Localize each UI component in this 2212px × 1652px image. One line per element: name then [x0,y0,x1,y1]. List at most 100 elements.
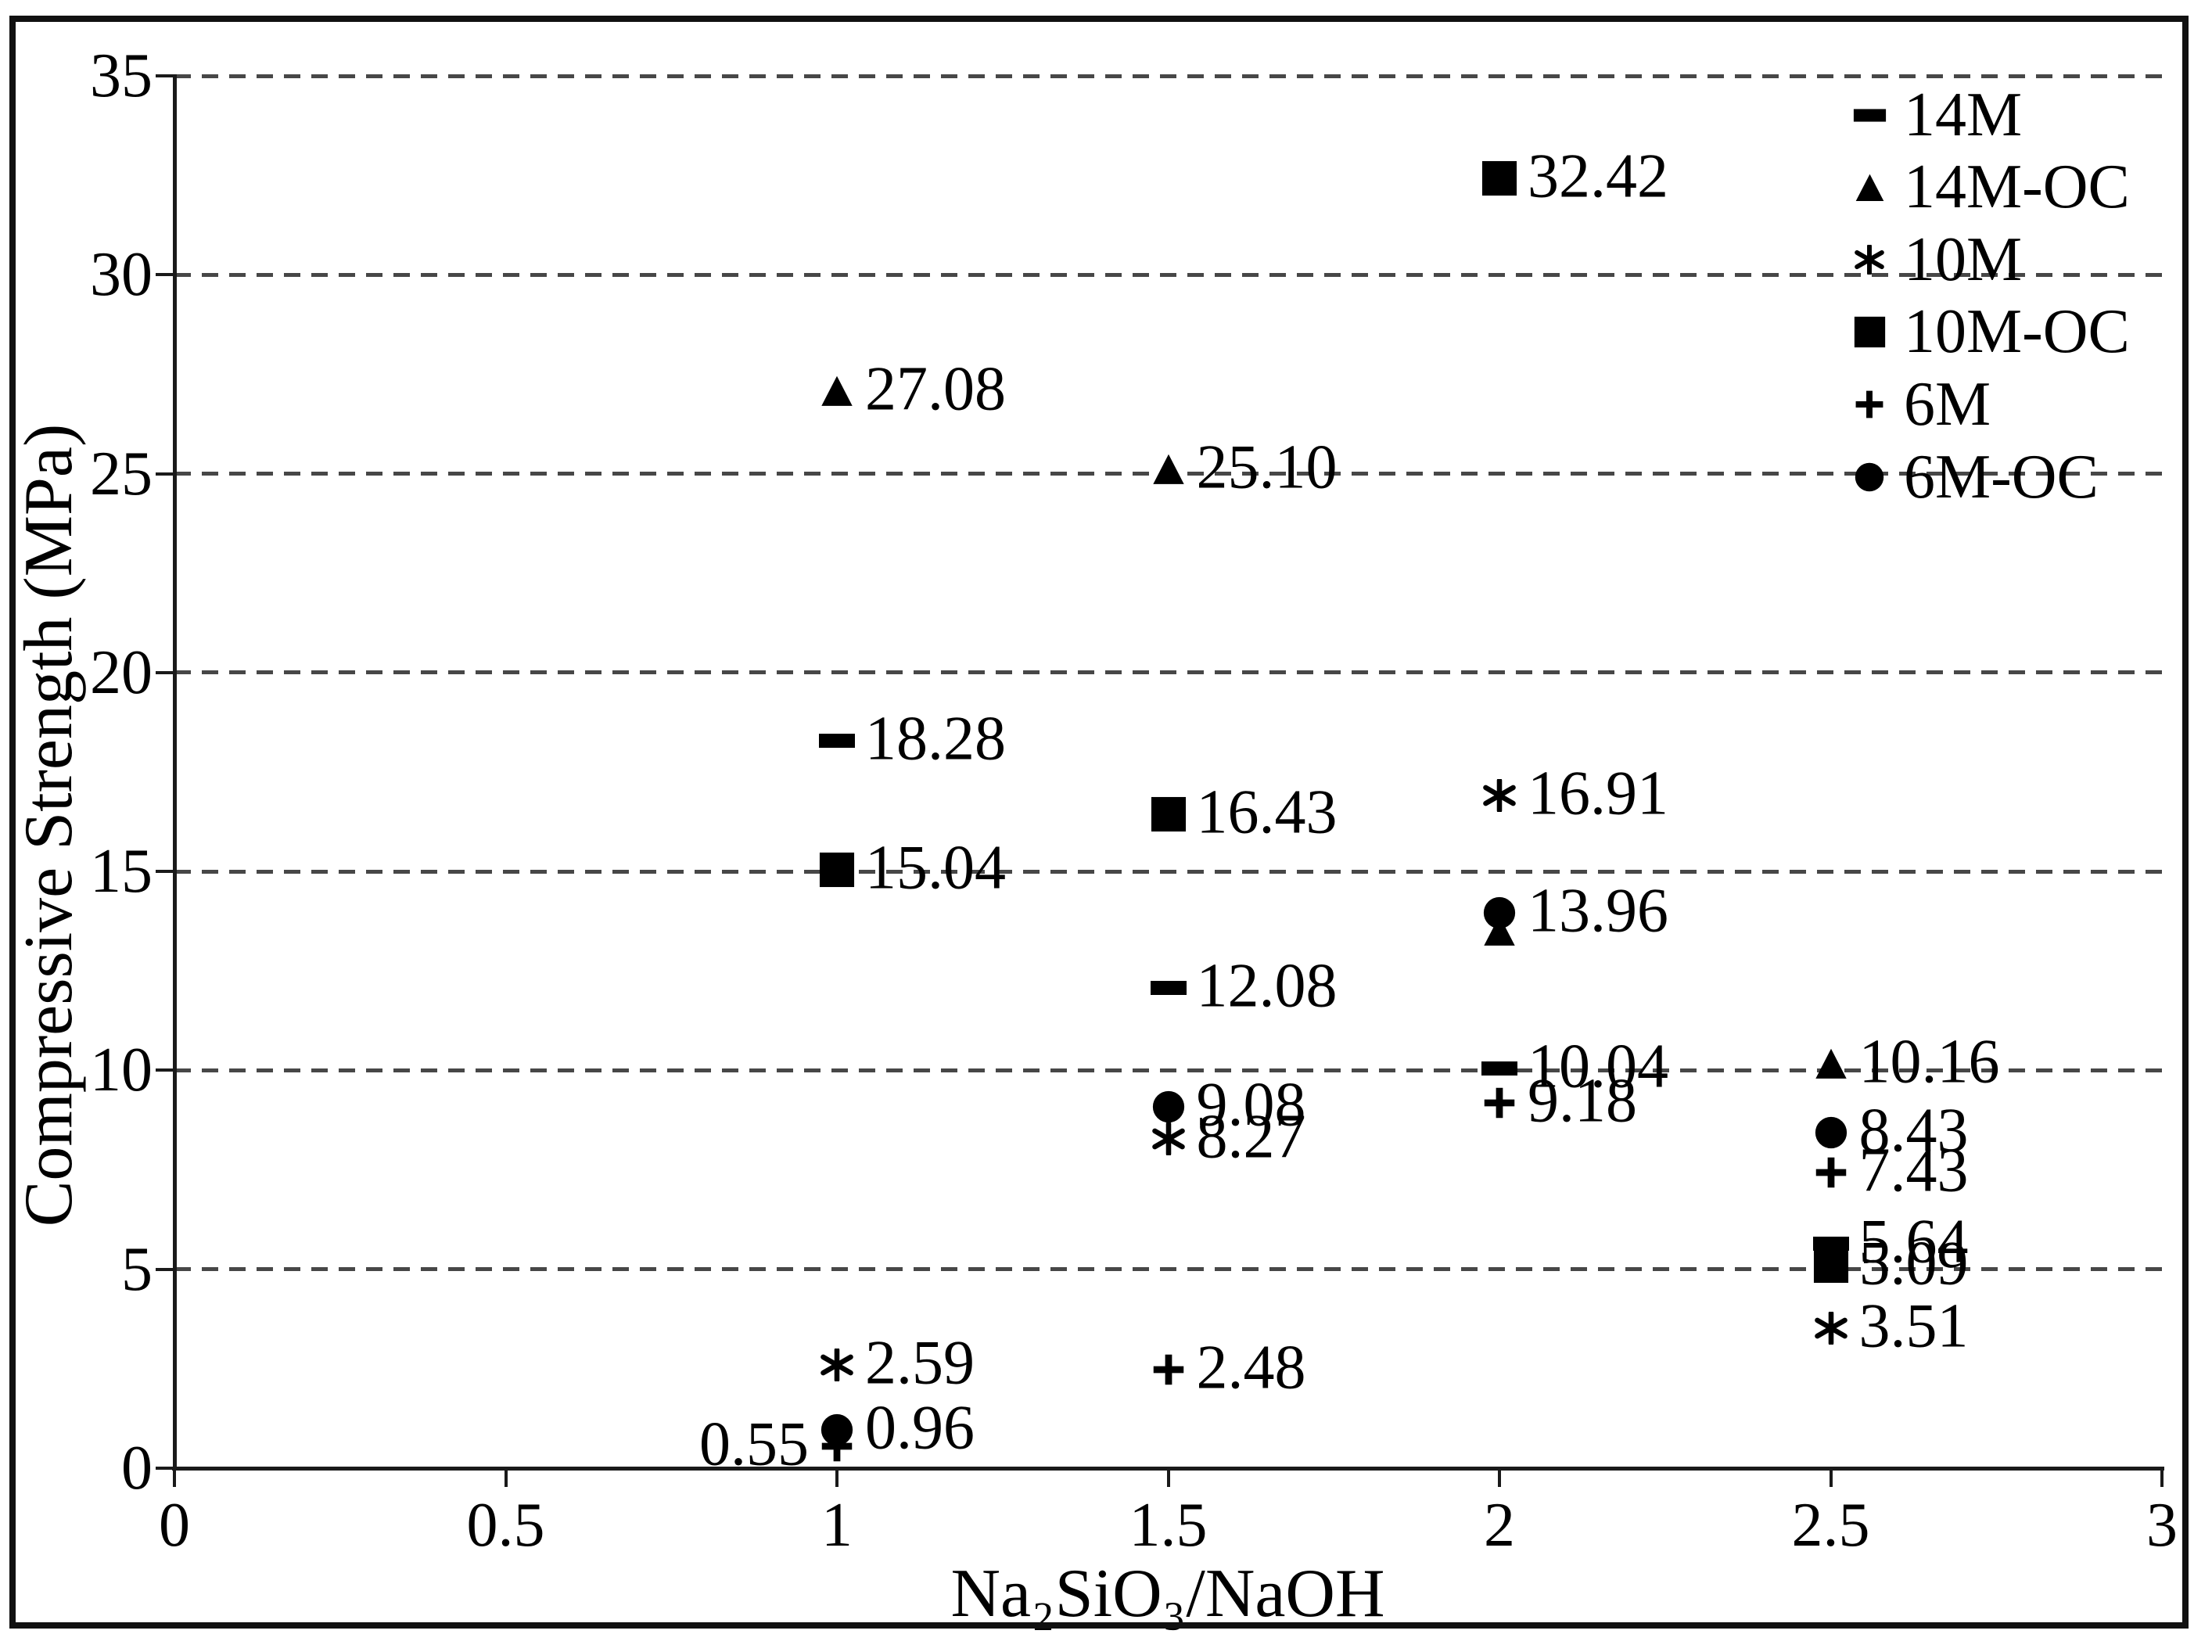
legend-item-14M: 14M [1848,79,2022,151]
legend-marker-14M [1853,108,1886,122]
x-tick-label: 2.5 [1791,1491,1870,1560]
y-tick [156,1467,174,1470]
y-tick [156,472,174,476]
legend-marker-10M-OC [1854,317,1885,348]
data-label-6M-x2.5: 7.43 [1858,1136,1969,1205]
data-label-6M-OC-x1.5: 9.08 [1196,1070,1306,1140]
legend-label-6M-OC: 6M-OC [1904,442,2099,512]
data-label-6M-OC-x2.5: 8.43 [1858,1096,1969,1165]
plus-marker-icon [1848,390,1891,419]
x-tick [504,1470,508,1487]
data-label-10M-x1: 2.59 [865,1328,975,1398]
square-marker-icon [1848,316,1891,348]
point-14M-OC-x1.5 [1152,454,1184,485]
data-label-6M-x1.5: 2.48 [1196,1333,1306,1402]
point-10M-OC-x1 [819,853,855,888]
x-tick [1498,1470,1501,1487]
gridline-y5 [174,1267,2162,1272]
point-6M-OC-x2.5 [1815,1117,1847,1149]
data-label-10M-x1.5: 8.27 [1196,1103,1306,1173]
y-tick-label: 10 [90,1036,153,1105]
data-label-10M-x2: 16.91 [1528,759,1668,828]
legend-item-6M: 6M [1848,368,1991,440]
point-6M-OC-x1 [821,1414,853,1446]
point-6M-OC-x1.5 [1152,1091,1184,1123]
point-6M-OC-x2 [1483,896,1516,929]
x-tick-label: 1 [821,1491,853,1560]
y-tick [156,1267,174,1271]
y-tick-label: 30 [90,240,153,310]
y-tick [156,870,174,874]
data-label-10M-OC-x1.5: 16.43 [1196,778,1338,848]
data-label-6M-OC-x2: 13.96 [1528,876,1668,946]
dash-marker-icon [1848,99,1891,132]
x-tick-label: 0 [159,1491,190,1560]
point-6M-x2 [1483,1086,1516,1119]
gridline-y15 [174,869,2162,874]
data-label-10M-OC-x2.5: 5.09 [1858,1229,1969,1298]
x-tick-label: 3 [2146,1491,2178,1560]
gridline-y30 [174,272,2162,277]
point-6M-x1.5 [1152,1353,1185,1386]
data-label-14M-x2: 10.04 [1528,1032,1668,1102]
legend-marker-14M-OC [1855,174,1883,201]
y-tick-label: 20 [90,637,153,707]
data-label-6M-x1: 0.55 [699,1410,809,1479]
gridline-y20 [174,670,2162,675]
legend-item-10M-OC: 10M-OC [1848,296,2130,368]
gridline-y35 [174,74,2162,78]
point-10M-x1.5 [1152,1122,1185,1155]
y-tick [156,1068,174,1072]
data-label-10M-OC-x2: 32.42 [1528,142,1668,211]
x-axis-line [172,1466,2164,1471]
x-axis-title: Na₂SiO₃/NaOH [950,1556,1385,1632]
y-tick-label: 0 [121,1434,153,1503]
data-label-14M-x2.5: 5.64 [1858,1207,1969,1277]
y-tick-label: 5 [121,1234,153,1304]
y-tick-label: 25 [90,439,153,508]
legend-item-10M: 10M [1848,224,2022,296]
point-14M-x2 [1481,1061,1517,1076]
point-14M-OC-x1 [821,375,853,406]
legend-item-14M-OC: 14M-OC [1848,152,2130,224]
data-label-10M-x2.5: 3.51 [1858,1292,1969,1362]
x-tick-label: 0.5 [466,1491,545,1560]
legend-marker-10M [1855,245,1884,275]
x-tick [835,1470,838,1487]
data-label-14M-OC-x1: 27.08 [865,354,1006,424]
y-tick [156,670,174,674]
x-tick-label: 2 [1484,1491,1515,1560]
legend-label-10M: 10M [1904,224,2023,294]
triangle-marker-icon [1848,173,1891,203]
x-tick [1166,1470,1170,1487]
legend-marker-6M [1855,390,1884,419]
gridline-y10 [174,1068,2162,1072]
point-10M-x2 [1483,779,1516,812]
point-10M-x2.5 [1815,1312,1848,1345]
point-10M-OC-x1.5 [1151,797,1186,832]
point-10M-OC-x2.5 [1813,1248,1848,1284]
y-axis-title: Compressive Strength (MPa) [11,423,87,1227]
point-6M-x2.5 [1815,1156,1848,1189]
y-axis-line [172,74,177,1471]
point-14M-x1.5 [1150,980,1187,995]
x-tick-label: 1.5 [1129,1491,1208,1560]
x-tick [2160,1470,2164,1487]
point-14M-x1 [819,734,855,749]
asterisk-marker-icon [1848,245,1891,275]
y-tick-label: 35 [90,41,153,110]
point-14M-OC-x2.5 [1815,1049,1847,1079]
y-tick-label: 15 [90,837,153,907]
point-10M-OC-x2 [1481,161,1517,196]
legend-label-10M-OC: 10M-OC [1904,297,2130,367]
data-label-6M-OC-x1: 0.96 [865,1393,975,1463]
x-tick [173,1470,176,1487]
legend-item-6M-OC: 6M-OC [1848,441,2099,513]
legend-label-14M-OC: 14M-OC [1904,153,2130,222]
data-label-10M-OC-x1: 15.04 [865,833,1006,903]
data-label-14M-x1.5: 12.08 [1196,951,1338,1021]
x-tick [1829,1470,1833,1487]
legend-label-14M: 14M [1904,80,2023,149]
